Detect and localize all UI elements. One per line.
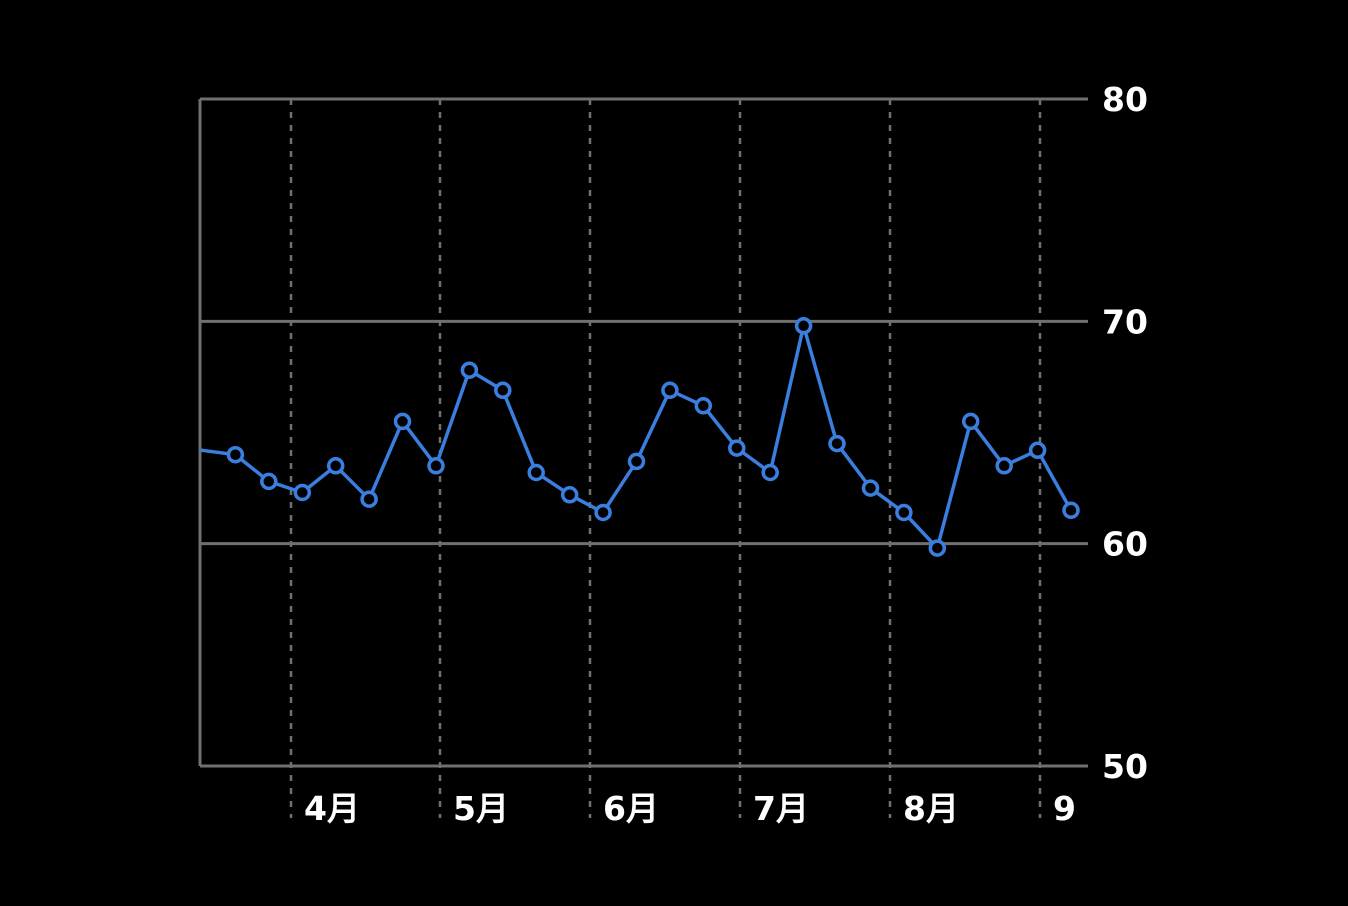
data-point-25	[995, 457, 1013, 475]
x-tick-label-3: 6月	[603, 789, 659, 828]
data-point-16	[694, 397, 713, 415]
data-point-12	[560, 486, 579, 504]
y-tick-label-50: 50	[1102, 747, 1148, 786]
data-point-2	[226, 445, 245, 464]
x-tick-label-6: 9	[1053, 789, 1076, 828]
data-point-15	[661, 381, 679, 400]
data-point-6	[360, 490, 378, 508]
data-point-20	[828, 434, 846, 453]
y-tick-label-60: 60	[1102, 525, 1148, 564]
data-point-5	[326, 457, 345, 475]
data-point-13	[594, 503, 612, 522]
data-point-19	[794, 317, 813, 335]
data-point-9	[460, 361, 479, 379]
y-tick-label-70: 70	[1102, 302, 1148, 341]
data-point-22	[895, 503, 913, 522]
data-point-11	[527, 463, 545, 482]
grid	[200, 97, 1088, 818]
x-tick-label-4: 7月	[753, 789, 809, 828]
x-tick-label-2: 5月	[453, 789, 509, 828]
data-point-27	[1062, 501, 1080, 520]
data-point-8	[427, 457, 445, 475]
data-point-4	[293, 483, 312, 502]
data-point-3	[260, 472, 278, 491]
y-tick-label-80: 80	[1102, 80, 1148, 119]
data-point-18	[761, 463, 779, 482]
data-point-26	[1028, 441, 1047, 460]
data-point-24	[961, 412, 980, 431]
data-point-21	[861, 479, 880, 497]
data-point-10	[494, 381, 512, 400]
data-point-7	[393, 412, 412, 431]
x-tick-label-5: 8月	[903, 789, 959, 828]
data-point-23	[928, 539, 947, 557]
data-point-17	[728, 439, 746, 457]
series	[200, 317, 1080, 557]
x-tick-label-1: 4月	[304, 789, 360, 828]
data-point-14	[627, 452, 646, 471]
series-line-1	[200, 324, 1073, 550]
tick-labels: 80 70 60 50 4月 5月 6月 7月 8月 9	[304, 80, 1148, 828]
